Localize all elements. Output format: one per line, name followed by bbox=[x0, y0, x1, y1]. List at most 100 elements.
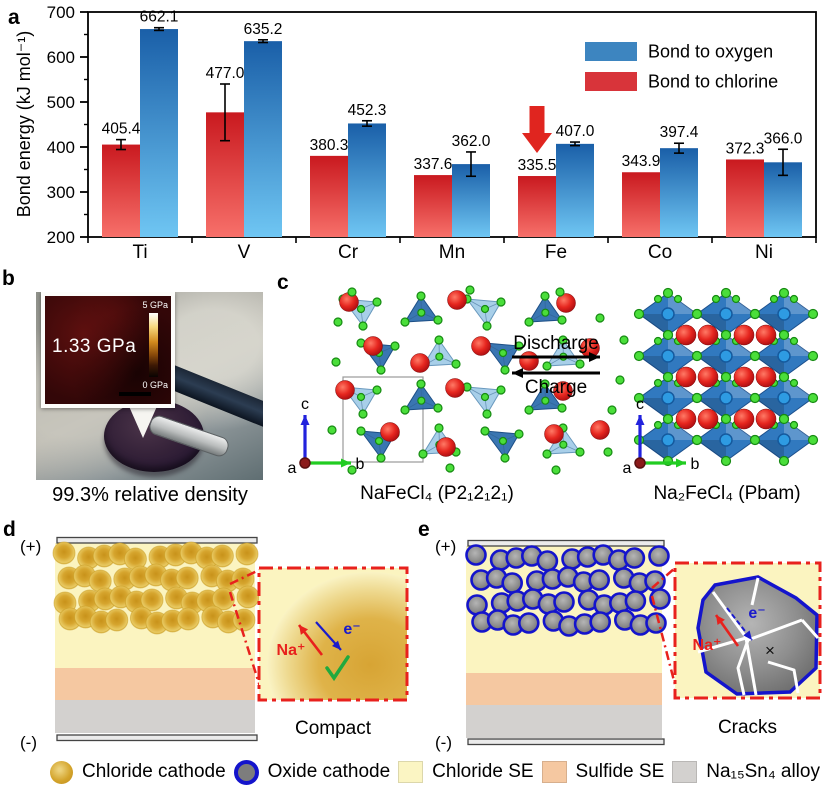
bar-Bond-to-chlorine-Ni bbox=[726, 159, 764, 237]
transport-arrows: Na⁺ e⁻ × bbox=[693, 605, 775, 660]
panel-b-pellet-photo: b 1.33 GPa 5 GPa 0 GPa 99.3% relative de… bbox=[0, 262, 270, 512]
negative-terminal-label: (-) bbox=[20, 733, 37, 752]
bottom-electrode bbox=[56, 734, 258, 742]
legend-item-na-sn-alloy: Na₁₅Sn₄ alloy bbox=[672, 761, 820, 783]
top-electrode bbox=[467, 539, 665, 547]
chart-legend: Bond to oxygen Bond to chlorine bbox=[585, 42, 778, 92]
electron-label: e⁻ bbox=[343, 621, 360, 638]
layer-swatch-icon bbox=[541, 761, 567, 783]
value-label: 662.1 bbox=[140, 9, 179, 26]
positive-terminal-label: (+) bbox=[435, 537, 456, 556]
legend-label: Bond to chlorine bbox=[648, 72, 778, 92]
chloride-cathode-swatch-icon bbox=[50, 760, 73, 784]
value-label: 337.6 bbox=[414, 156, 453, 173]
na2fecl4-structure bbox=[633, 287, 819, 467]
error-bar bbox=[466, 151, 476, 178]
legend-item-label: Chloride cathode bbox=[82, 761, 226, 782]
legend-item-oxide-cathode: Oxide cathode bbox=[233, 759, 390, 785]
value-label: 343.9 bbox=[622, 153, 661, 170]
axis-b-label: b bbox=[691, 456, 700, 473]
x-axis: Ti V Cr Mn Fe Co Ni bbox=[87, 237, 817, 262]
error-bar bbox=[570, 141, 580, 147]
panel-d-chloride-cell: d(+) (-) Na⁺ e⁻ Compact bbox=[3, 518, 409, 752]
blocked-mark: × bbox=[765, 641, 775, 660]
x-category-label: Co bbox=[648, 242, 672, 262]
layer-swatch-icon bbox=[398, 761, 424, 783]
legend-item-sulfide-se: Sulfide SE bbox=[541, 761, 665, 783]
legend-item-chloride-cathode: Chloride cathode bbox=[50, 760, 226, 784]
na-ion-label: Na⁺ bbox=[693, 637, 722, 654]
axis-a-label: a bbox=[623, 460, 632, 477]
axis-a-label: a bbox=[288, 460, 297, 477]
value-label: 477.0 bbox=[206, 65, 245, 82]
crystal-axes: c b a bbox=[623, 396, 700, 477]
bar-Bond-to-chlorine-Ti bbox=[102, 144, 140, 237]
bar-Bond-to-chlorine-Mn bbox=[414, 175, 452, 237]
inset-art bbox=[267, 572, 407, 700]
panel-label-b: b bbox=[2, 267, 15, 290]
inset-caption: Cracks bbox=[718, 717, 777, 738]
legend-item-chloride-se: Chloride SE bbox=[398, 761, 534, 783]
positive-terminal-label: (+) bbox=[20, 537, 41, 556]
bar-Bond-to-oxygen-V bbox=[244, 41, 282, 237]
value-label: 635.2 bbox=[244, 21, 283, 38]
relative-density-caption: 99.3% relative density bbox=[52, 484, 248, 506]
legend-item-label: Na₁₅Sn₄ alloy bbox=[706, 761, 820, 782]
panel-e-oxide-cell: e (+) (-) Na⁺ e⁻ × Cracks bbox=[418, 518, 822, 752]
legend-item-label: Sulfide SE bbox=[575, 761, 665, 782]
bottom-electrode bbox=[467, 738, 665, 746]
value-label: 407.0 bbox=[556, 123, 595, 140]
panel-label-e: e bbox=[418, 518, 430, 541]
y-axis-title: Bond energy (kJ mol⁻¹) bbox=[14, 31, 34, 218]
afm-modulus-inset: 1.33 GPa 5 GPa 0 GPa bbox=[41, 292, 175, 408]
transport-arrows: Na⁺ e⁻ bbox=[277, 621, 361, 659]
x-category-label: Mn bbox=[439, 242, 465, 262]
highlight-arrow bbox=[522, 106, 552, 153]
y-tick-label: 600 bbox=[47, 48, 75, 67]
pellet-photograph: 1.33 GPa 5 GPa 0 GPa bbox=[36, 292, 263, 480]
x-category-label: V bbox=[238, 242, 251, 262]
value-label: 380.3 bbox=[310, 137, 349, 154]
y-tick-label: 400 bbox=[47, 138, 75, 157]
bar-Bond-to-oxygen-Fe bbox=[556, 143, 594, 237]
error-bar bbox=[154, 26, 164, 32]
length-scale-bar bbox=[119, 392, 151, 396]
value-label: 335.5 bbox=[518, 157, 557, 174]
x-category-label: Ni bbox=[755, 242, 773, 262]
y-tick-label: 700 bbox=[47, 3, 75, 22]
bar-Bond-to-oxygen-Cr bbox=[348, 123, 386, 237]
y-tick-label: 500 bbox=[47, 93, 75, 112]
inset-art bbox=[696, 575, 820, 696]
alloy-layer bbox=[55, 700, 255, 733]
x-category-label: Ti bbox=[132, 242, 147, 262]
panel-c-crystal-structures: c Discharge Charge c b a c b a NaFeCl₄ (P2₁2₁2₁) N… bbox=[277, 271, 819, 504]
value-label: 397.4 bbox=[660, 124, 699, 141]
bar-Bond-to-oxygen-Ti bbox=[140, 29, 178, 238]
value-label: 362.0 bbox=[452, 133, 491, 150]
charge-label: Charge bbox=[525, 377, 587, 398]
sulfide-se-layer bbox=[55, 668, 255, 700]
nafecl4-structure bbox=[327, 285, 629, 475]
alloy-layer bbox=[466, 705, 662, 738]
value-label: 372.3 bbox=[726, 140, 765, 157]
error-bar bbox=[778, 148, 788, 177]
figure-legend: Chloride cathode Oxide cathode Chloride SE… bbox=[0, 753, 826, 791]
legend-label: Bond to oxygen bbox=[648, 42, 773, 62]
x-category-label: Cr bbox=[338, 242, 359, 262]
value-label: 405.4 bbox=[102, 121, 141, 138]
modulus-value-label: 1.33 GPa bbox=[52, 336, 137, 357]
legend-item-label: Chloride SE bbox=[432, 761, 534, 782]
inset-pointer-triangle bbox=[128, 404, 158, 438]
discharge-label: Discharge bbox=[513, 333, 599, 354]
right-formula: Na₂FeCl₄ (Pbam) bbox=[653, 483, 800, 504]
bar-Bond-to-oxygen-Co bbox=[660, 148, 698, 237]
bond-energy-chart: a 200 300 400 500 600 700 Bond energy (kJ mol⁻¹… bbox=[8, 3, 817, 262]
y-tick-label: 200 bbox=[47, 228, 75, 247]
inset-caption: Compact bbox=[295, 718, 372, 739]
na-ion-label: Na⁺ bbox=[277, 642, 306, 659]
scale-min-label: 0 GPa bbox=[142, 380, 168, 390]
error-bar bbox=[258, 39, 268, 44]
scale-max-label: 5 GPa bbox=[142, 300, 168, 310]
bar-Bond-to-chlorine-Fe bbox=[518, 176, 556, 237]
